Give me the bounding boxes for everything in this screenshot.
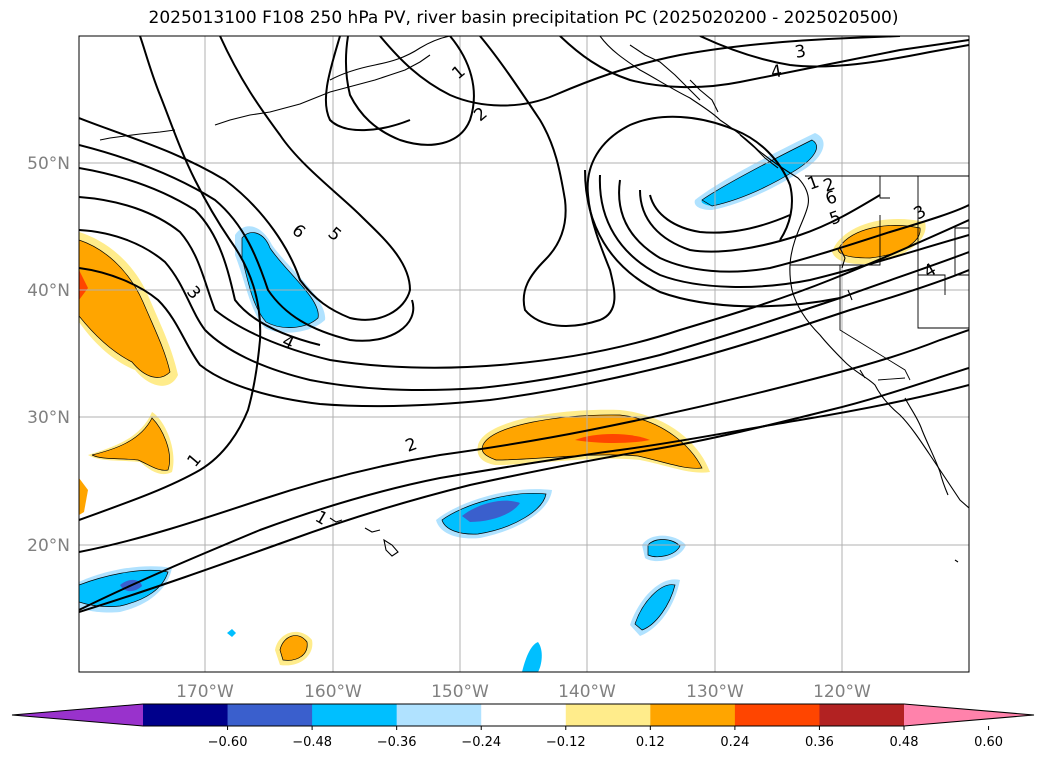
lat-labels: 50°N 40°N 30°N 20°N (27, 154, 70, 556)
lat-label: 40°N (27, 281, 70, 301)
precip-positive-region (280, 635, 308, 661)
lon-label: 140°W (558, 682, 616, 702)
lat-label: 20°N (27, 536, 70, 556)
colorbar-segment (481, 704, 567, 726)
colorbar-segment (227, 704, 313, 726)
map-gridlines (79, 36, 969, 672)
precip-negative-core (462, 500, 520, 522)
precip-shading (79, 133, 926, 672)
precip-positive-region (92, 418, 170, 471)
lon-labels: 170°W 160°W 150°W 140°W 130°W 120°W (176, 682, 871, 702)
colorbar: −0.60 −0.48 −0.36 −0.24 −0.12 0.12 0.24 0.36 0.4… (11, 703, 1035, 750)
precip-negative-region (522, 642, 542, 672)
colorbar-tick-label: 0.12 (636, 735, 665, 750)
lon-label: 130°W (686, 682, 744, 702)
colorbar-segment (565, 704, 651, 726)
colorbar-tick-label: 0.36 (805, 735, 834, 750)
colorbar-segment (734, 704, 820, 726)
lat-label: 50°N (27, 154, 70, 174)
colorbar-tick-label: 0.48 (890, 735, 919, 750)
colorbar-outline (11, 703, 1035, 727)
colorbar-tick-label: −0.36 (377, 735, 417, 750)
colorbar-segment (396, 704, 482, 726)
pv-contours (79, 36, 969, 613)
lon-label: 160°W (304, 682, 362, 702)
colorbar-tick-label: −0.48 (292, 735, 332, 750)
precip-negative-region (701, 140, 817, 206)
colorbar-tick-label: 0.24 (720, 735, 749, 750)
lon-label: 120°W (813, 682, 871, 702)
precip-negative-region (648, 539, 680, 557)
lon-label: 170°W (176, 682, 234, 702)
precip-positive-core (575, 434, 650, 443)
precip-positive-core (79, 270, 88, 300)
colorbar-tick-label: 0.60 (974, 735, 1003, 750)
colorbar-extend-high (904, 704, 1034, 726)
lat-label: 30°N (27, 408, 70, 428)
map-frame (78, 35, 970, 673)
colorbar-segment (650, 704, 736, 726)
map-panel: 1 2 3 4 5 6 1 2 3 4 1 1 2 5 6 3 4 (79, 36, 969, 672)
precip-negative-region (242, 232, 319, 328)
pv-contour-label: 3 (793, 41, 807, 63)
precip-positive-region (79, 478, 88, 515)
colorbar-segment (143, 704, 229, 726)
colorbar-extend-low (12, 704, 143, 726)
colorbar-tick-label: −0.24 (461, 735, 501, 750)
coastlines (99, 36, 969, 563)
colorbar-tick-label: −0.12 (546, 735, 586, 750)
lon-label: 150°W (431, 682, 489, 702)
colorbar-tick-label: −0.60 (208, 735, 248, 750)
precip-outlines (79, 139, 921, 661)
precip-negative-region (227, 629, 236, 637)
colorbar-segment (312, 704, 398, 726)
pv-contour-label: 4 (769, 61, 783, 83)
precip-negative-region (635, 584, 675, 630)
precip-positive-region (79, 240, 170, 378)
colorbar-segment (819, 704, 905, 726)
page-title: 2025013100 F108 250 hPa PV, river basin … (148, 8, 899, 28)
